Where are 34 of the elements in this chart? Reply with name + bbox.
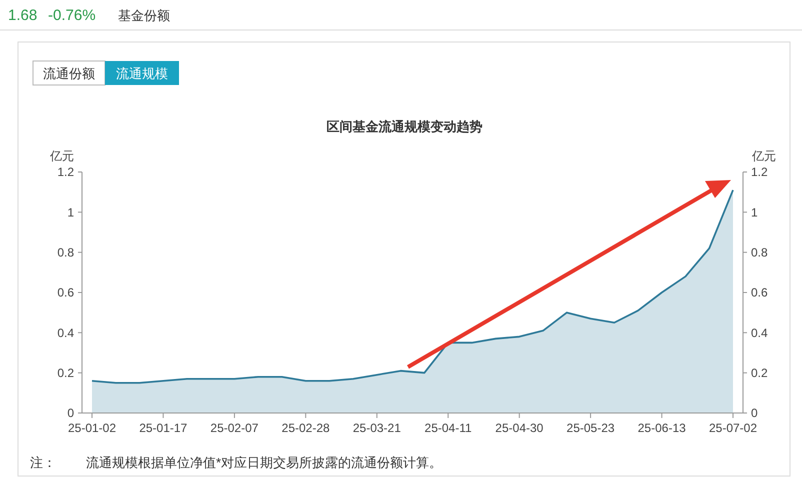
y-tick-label: 0.2 [57, 366, 74, 380]
text: 1.68 [8, 7, 38, 24]
x-tick-label: 25-06-13 [638, 421, 686, 435]
y2-tick-label: 0 [751, 406, 758, 420]
y-tick-label: 0.4 [57, 326, 74, 340]
y2-tick-label: 0.2 [751, 366, 768, 380]
x-tick-label: 25-02-28 [282, 421, 330, 435]
y-tick-label: 0.8 [57, 246, 74, 260]
y2-tick-label: 1.2 [751, 165, 768, 180]
x-tick-label: 25-05-23 [566, 421, 615, 435]
y2-tick-label: 0.6 [751, 286, 768, 300]
y-tick-label: 0.6 [57, 286, 74, 300]
x-tick-label: 25-04-11 [424, 421, 472, 435]
y2-tick-label: 0.8 [751, 246, 768, 260]
x-tick-label: 25-07-02 [708, 421, 758, 435]
y-tick-label: 1.2 [57, 165, 74, 180]
y2-tick-label: 1 [751, 205, 758, 220]
text: 注： [30, 455, 56, 470]
x-tick-label: 25-01-02 [68, 421, 116, 435]
y-tick-label: 0 [67, 406, 74, 420]
x-tick-label: 25-03-21 [352, 421, 402, 435]
y-tick-label: 1 [67, 205, 74, 220]
x-tick-label: 25-01-17 [139, 421, 188, 435]
y-axis-title: 亿元 [49, 149, 74, 163]
chart-title: 区间基金流通规模变动趋势 [326, 119, 482, 134]
text: -0.76% [48, 7, 96, 24]
x-tick-label: 25-02-07 [210, 421, 259, 435]
text: 基金份额 [118, 8, 170, 23]
y2-axis-title: 亿元 [751, 149, 776, 163]
text: 流通规模 [116, 66, 168, 81]
text: 流通规模根据单位净值*对应日期交易所披露的流通份额计算。 [86, 455, 442, 470]
text: 流通份额 [43, 66, 95, 81]
x-tick-label: 25-04-30 [495, 421, 544, 435]
y2-tick-label: 0.4 [751, 326, 768, 340]
